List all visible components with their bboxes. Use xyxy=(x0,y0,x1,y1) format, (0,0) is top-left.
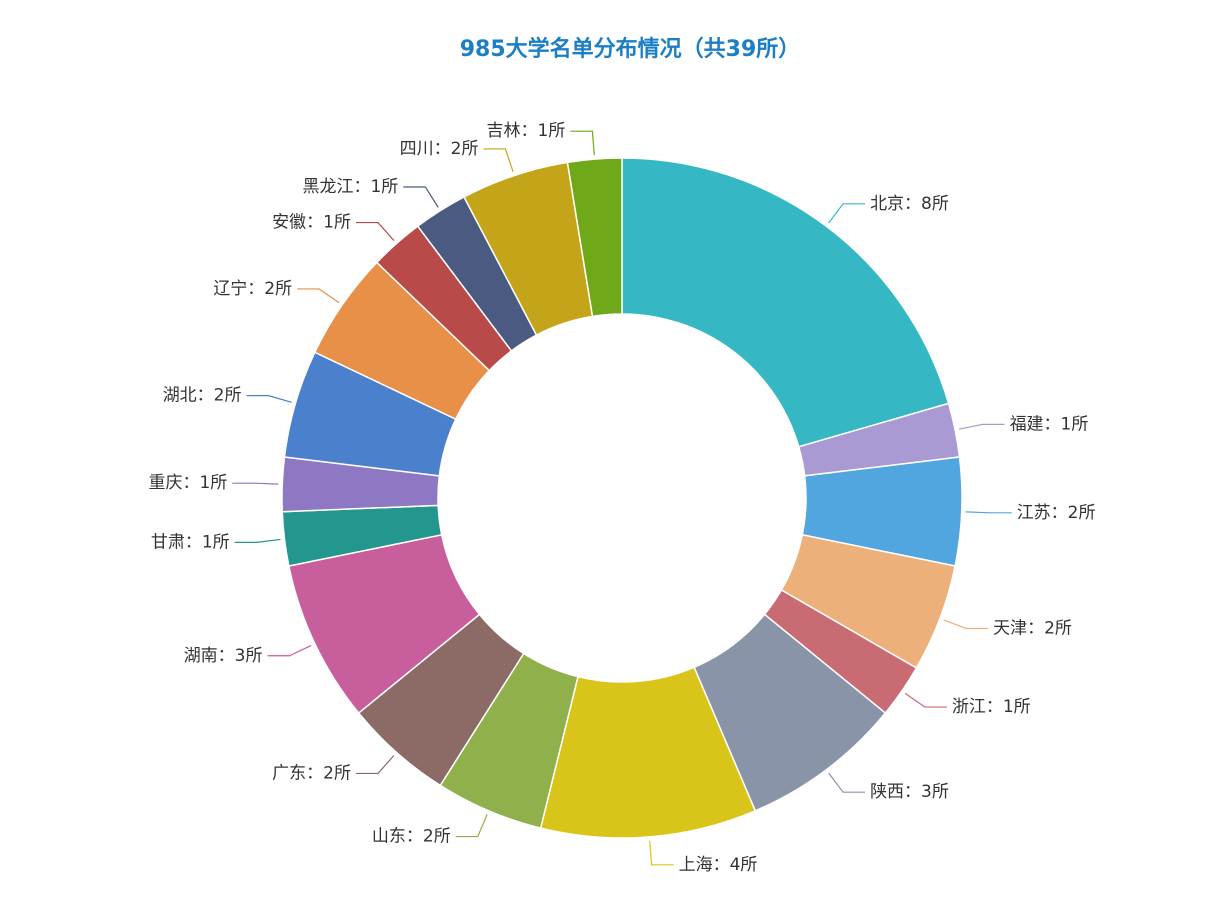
slice-label: 甘肃：1所 xyxy=(151,532,230,552)
slice-label: 上海：4所 xyxy=(679,855,758,875)
slice-label: 吉林：1所 xyxy=(487,121,566,141)
slice-label: 北京：8所 xyxy=(870,194,949,214)
slice-label: 黑龙江：1所 xyxy=(302,177,398,197)
leader-line xyxy=(904,692,947,708)
leader-line xyxy=(232,482,279,485)
slice-label: 江苏：2所 xyxy=(1017,503,1096,523)
leader-line xyxy=(267,644,312,657)
leader-line xyxy=(246,395,292,403)
leader-line xyxy=(828,203,866,224)
leader-line xyxy=(455,814,488,838)
leader-line xyxy=(943,619,989,630)
leader-line xyxy=(483,148,514,172)
slice xyxy=(621,157,950,448)
leader-line xyxy=(570,130,595,156)
leader-line xyxy=(403,186,439,208)
chart-title: 985大学名单分布情况（共39所） xyxy=(460,36,801,62)
slice-label: 天津：2所 xyxy=(993,618,1072,638)
slice-label: 山东：2所 xyxy=(372,827,451,847)
slice-label: 陕西：3所 xyxy=(870,782,949,802)
slice-label: 浙江：1所 xyxy=(952,697,1031,717)
slice-label: 福建：1所 xyxy=(1010,414,1089,434)
leader-line xyxy=(234,538,281,543)
slice-label: 安徽：1所 xyxy=(272,213,351,233)
leader-line xyxy=(958,423,1005,430)
leader-line xyxy=(649,840,674,866)
slice-label: 重庆：1所 xyxy=(148,473,227,493)
leader-line xyxy=(297,288,340,304)
slice-label: 湖北：2所 xyxy=(163,386,242,406)
leader-line xyxy=(965,511,1012,514)
slice-label: 辽宁：2所 xyxy=(213,279,292,299)
slice-label: 广东：2所 xyxy=(272,763,351,783)
slice xyxy=(566,157,623,318)
slice-label: 四川：2所 xyxy=(400,139,479,159)
leader-line xyxy=(828,772,866,793)
leader-line xyxy=(355,755,395,775)
slice-label: 湖南：3所 xyxy=(184,646,263,666)
leader-line xyxy=(355,221,395,241)
